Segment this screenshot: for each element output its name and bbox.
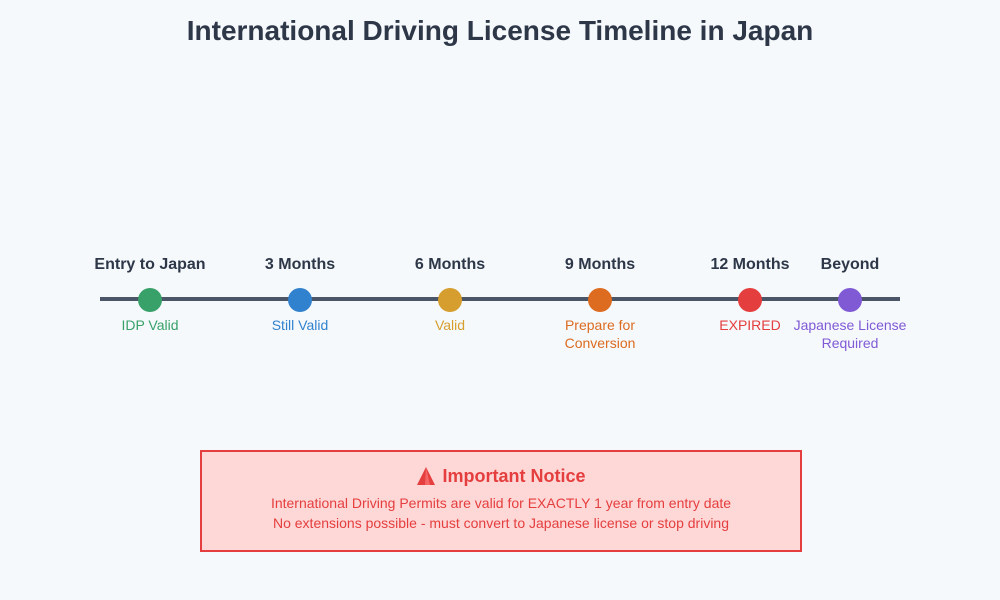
milestone-marker: [138, 288, 162, 312]
milestone-marker: [438, 288, 462, 312]
notice-line-validity: International Driving Permits are valid …: [270, 495, 732, 511]
notice-title-text: Important Notice: [442, 466, 586, 486]
important-notice-box: Important Notice International Driving P…: [200, 450, 802, 552]
milestone-label: 3 Months: [264, 256, 336, 273]
diagram-title: International Driving License Timeline i…: [186, 15, 814, 46]
milestone-marker: [288, 288, 312, 312]
milestone-status: Prepare for Conversion: [564, 317, 636, 351]
milestone-status: IDP Valid: [121, 317, 179, 333]
milestone-status: EXPIRED: [719, 317, 781, 333]
milestone-marker: [738, 288, 762, 312]
milestone-marker: [588, 288, 612, 312]
timeline-axis: [100, 297, 900, 301]
notice-title: Important Notice: [202, 464, 800, 488]
warning-triangle-icon: [417, 467, 436, 485]
milestone-label: Beyond: [820, 256, 880, 273]
milestone-label: 9 Months: [564, 256, 636, 273]
milestone-label: 12 Months: [710, 256, 790, 273]
notice-line-extensions: No extensions possible - must convert to…: [272, 515, 729, 531]
milestone-status: Japanese License Required: [793, 317, 907, 351]
milestone-status: Valid: [434, 317, 466, 333]
milestone-status: Still Valid: [271, 317, 329, 333]
milestone-label: Entry to Japan: [94, 256, 206, 273]
milestone-marker: [838, 288, 862, 312]
milestone-label: 6 Months: [414, 256, 486, 273]
